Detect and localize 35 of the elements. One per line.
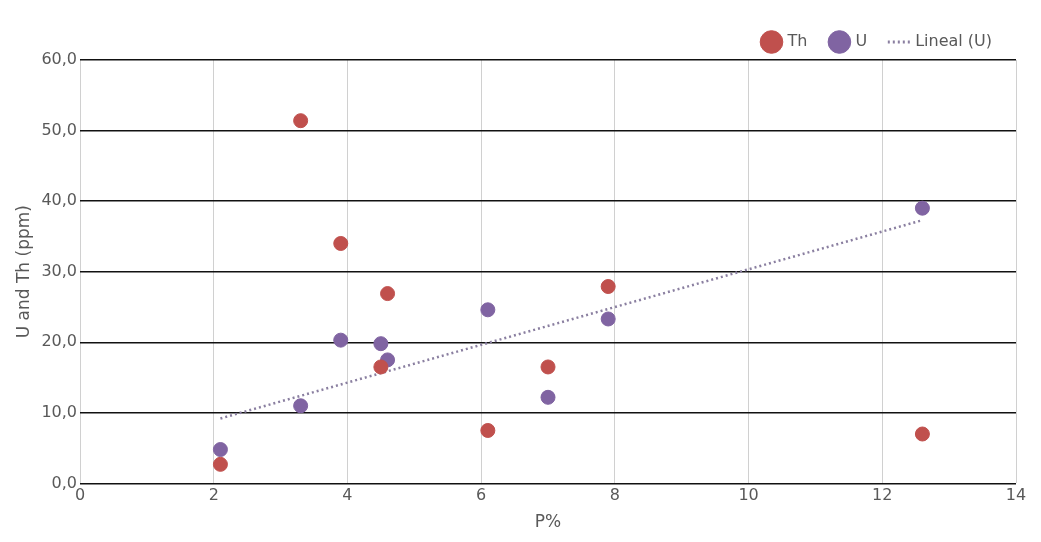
point — [212, 442, 228, 458]
point — [380, 286, 396, 302]
point — [373, 336, 389, 352]
point — [333, 235, 349, 251]
point — [480, 422, 496, 438]
y-tick-label: 50,0 — [41, 119, 78, 139]
point — [212, 456, 228, 472]
legend-label: Th — [786, 31, 808, 51]
x-tick-label: 4 — [342, 485, 353, 505]
legend-label: U — [855, 31, 868, 51]
x-tick-label: 10 — [738, 485, 759, 505]
point — [333, 332, 349, 348]
point — [480, 302, 496, 318]
x-tick-label: 6 — [476, 485, 487, 505]
point — [600, 279, 616, 295]
y-axis-title: U and Th (ppm) — [12, 205, 33, 339]
point — [600, 311, 616, 327]
y-tick-label: 40,0 — [41, 190, 78, 210]
x-axis-title: P% — [534, 511, 562, 532]
x-tick-label: 2 — [208, 485, 219, 505]
y-tick-label: 60,0 — [41, 49, 78, 69]
y-tick-label: 30,0 — [41, 260, 78, 280]
point — [914, 200, 930, 216]
point — [540, 389, 556, 405]
x-tick-label: 12 — [872, 485, 893, 505]
y-tick-label: 10,0 — [41, 401, 78, 421]
point — [293, 113, 309, 129]
x-tick-label: 8 — [609, 485, 620, 505]
point — [373, 359, 389, 375]
point — [914, 426, 930, 442]
y-tick-label: 20,0 — [41, 331, 78, 351]
legend-label: Lineal (U) — [915, 31, 992, 51]
point — [293, 398, 309, 414]
point — [540, 359, 556, 375]
x-tick-label: 14 — [1005, 485, 1027, 505]
